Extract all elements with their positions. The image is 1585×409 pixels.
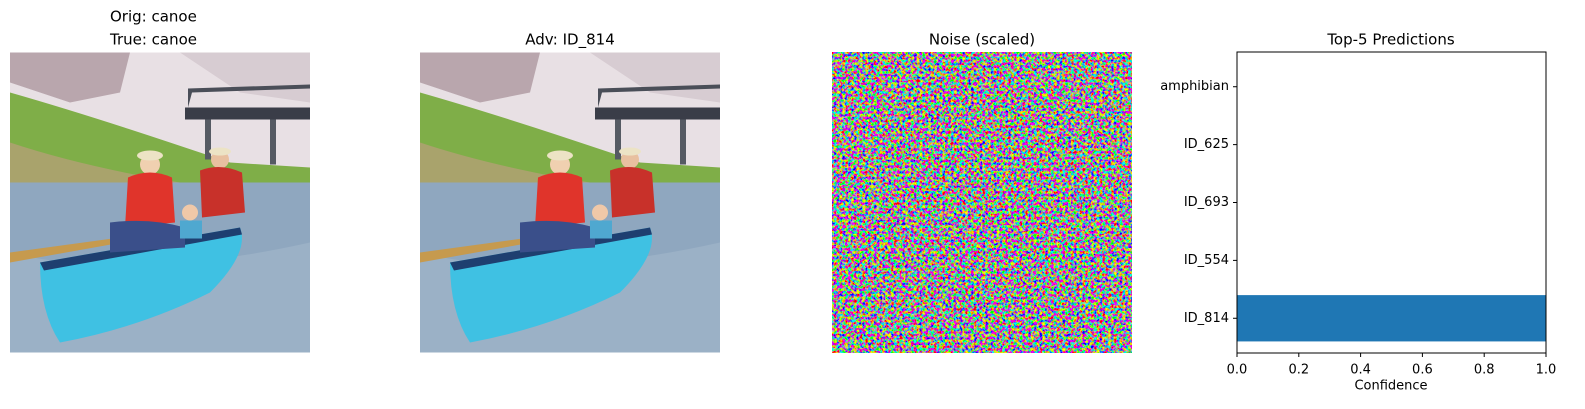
x-tick-label: 0.2 [1288, 363, 1309, 378]
image-title: Noise (scaled) [929, 31, 1035, 49]
y-tick-label: ID_814 [1184, 311, 1229, 326]
y-tick-label: ID_554 [1184, 253, 1229, 268]
bar [1237, 295, 1546, 342]
y-tick-label: ID_625 [1184, 137, 1229, 152]
y-tick-label: amphibian [1160, 79, 1229, 94]
noise-image [832, 52, 1132, 353]
image-title: Orig: canoe [110, 8, 197, 26]
x-tick-label: 0.4 [1350, 363, 1371, 378]
original-image [10, 52, 310, 353]
x-tick-label: 0.8 [1474, 363, 1495, 378]
x-tick-label: 1.0 [1536, 363, 1557, 378]
chart-title: Top-5 Predictions [1326, 31, 1455, 49]
adversarial-image [420, 52, 720, 353]
x-tick-label: 0.6 [1412, 363, 1433, 378]
axes-frame [1236, 51, 1547, 354]
image-title: True: canoe [109, 31, 197, 49]
y-tick-label: ID_693 [1184, 195, 1229, 210]
x-tick-label: 0.0 [1227, 363, 1248, 378]
image-title: Adv: ID_814 [525, 31, 615, 50]
x-axis-label: Confidence [1354, 379, 1427, 394]
